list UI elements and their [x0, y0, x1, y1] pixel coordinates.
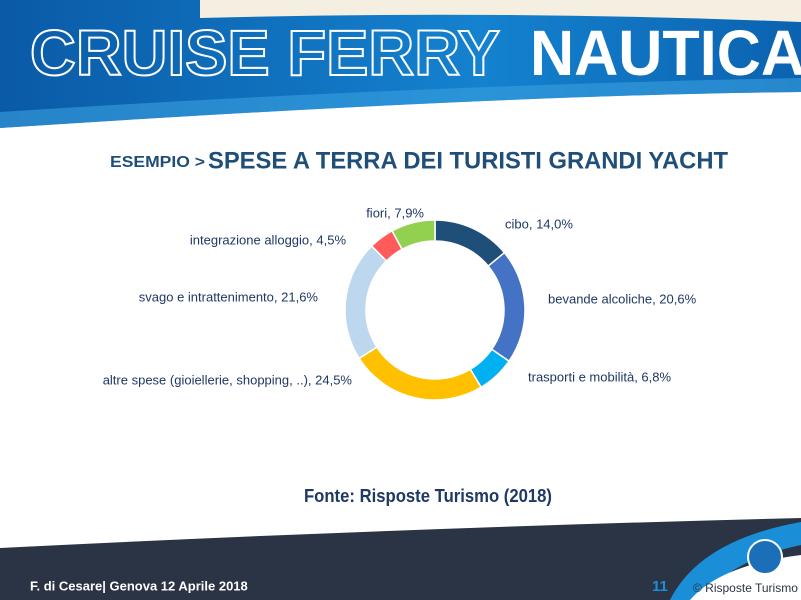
data-label: integrazione alloggio, 4,5% [190, 232, 347, 247]
header-strip [200, 0, 801, 22]
logo [747, 539, 783, 575]
data-label: cibo, 14,0% [505, 216, 573, 231]
data-label: altre spese (gioiellerie, shopping, ..),… [103, 372, 353, 387]
header-wave [0, 78, 801, 128]
copyright: © Risposte Turismo [693, 581, 798, 595]
donut-slice [391, 219, 436, 251]
chart-title: SPESE A TERRA DEI TURISTI GRANDI YACHT [208, 147, 728, 174]
footer-band [0, 518, 801, 600]
data-label: trasporti e mobilità, 6,8% [528, 369, 672, 384]
data-label: bevande alcoliche, 20,6% [548, 291, 697, 306]
data-label: fiori, 7,9% [366, 205, 424, 220]
header-title-solid: NAUTICA [530, 17, 801, 89]
source: Fonte: Risposte Turismo (2018) [304, 486, 552, 506]
header-title-outline: CRUISE FERRY [30, 17, 500, 89]
data-label: svago e intrattenimento, 21,6% [139, 289, 319, 304]
footer-author: F. di Cesare| Genova 12 Aprile 2018 [30, 578, 248, 593]
subtitle-prefix: ESEMPIO > [110, 154, 205, 171]
page-number: 11 [652, 578, 668, 595]
